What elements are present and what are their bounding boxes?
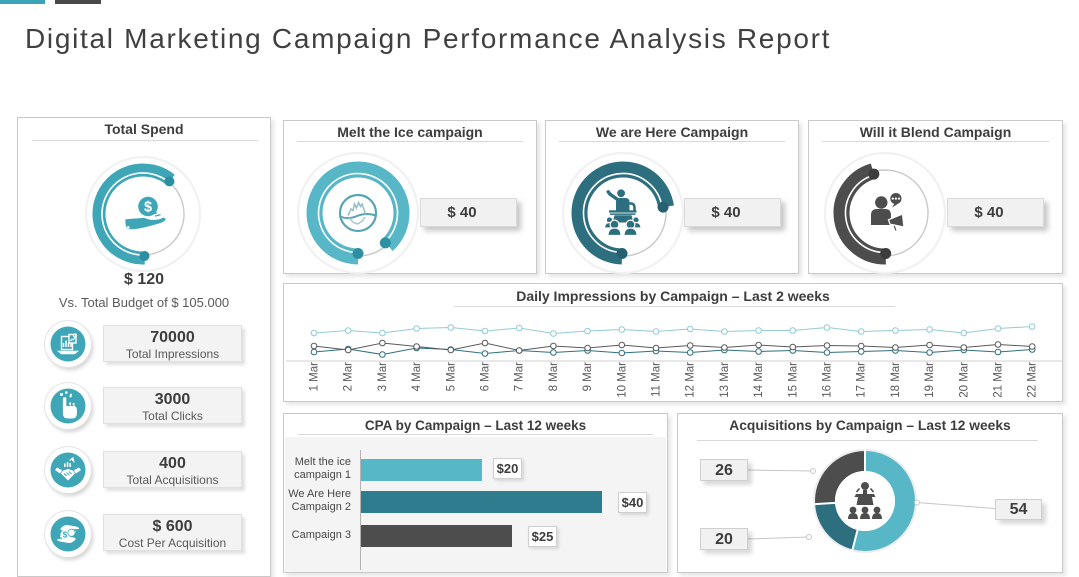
svg-text:20 Mar: 20 Mar [958,362,970,398]
svg-text:10 Mar: 10 Mar [616,362,628,398]
svg-text:12 Mar: 12 Mar [685,362,697,398]
svg-text:22 Mar: 22 Mar [1027,362,1039,398]
svg-text:11 Mar: 11 Mar [651,362,663,397]
svg-text:8 Mar: 8 Mar [548,362,560,392]
svg-text:1 Mar: 1 Mar [309,362,321,392]
svg-text:$: $ [63,531,68,540]
svg-text:6 Mar: 6 Mar [480,362,492,392]
svg-text:15 Mar: 15 Mar [787,362,799,398]
svg-text:14 Mar: 14 Mar [753,362,765,398]
svg-text:7 Mar: 7 Mar [514,362,526,392]
svg-text:16 Mar: 16 Mar [822,362,834,398]
svg-text:5 Mar: 5 Mar [445,362,457,392]
svg-text:18 Mar: 18 Mar [890,362,902,398]
svg-text:$: $ [144,199,152,215]
svg-text:19 Mar: 19 Mar [924,362,936,398]
svg-text:9 Mar: 9 Mar [582,362,594,392]
svg-text:13 Mar: 13 Mar [719,362,731,398]
svg-text:17 Mar: 17 Mar [856,362,868,398]
svg-text:21 Mar: 21 Mar [993,362,1005,398]
svg-text:2 Mar: 2 Mar [343,362,355,392]
svg-text:3 Mar: 3 Mar [377,362,389,392]
svg-text:4 Mar: 4 Mar [411,362,423,392]
